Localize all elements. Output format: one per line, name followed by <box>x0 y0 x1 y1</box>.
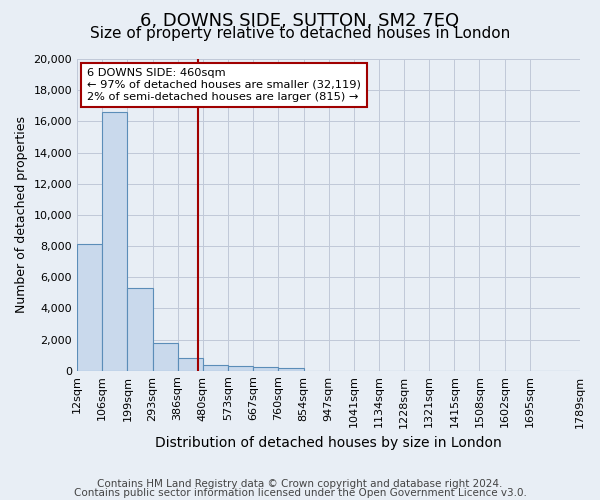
Text: 6, DOWNS SIDE, SUTTON, SM2 7EQ: 6, DOWNS SIDE, SUTTON, SM2 7EQ <box>140 12 460 30</box>
X-axis label: Distribution of detached houses by size in London: Distribution of detached houses by size … <box>155 436 502 450</box>
Bar <box>127 288 152 370</box>
Bar <box>77 244 103 370</box>
Bar <box>228 366 253 370</box>
Text: 6 DOWNS SIDE: 460sqm
← 97% of detached houses are smaller (32,119)
2% of semi-de: 6 DOWNS SIDE: 460sqm ← 97% of detached h… <box>87 68 361 102</box>
Y-axis label: Number of detached properties: Number of detached properties <box>15 116 28 314</box>
Bar <box>152 342 178 370</box>
Bar <box>253 367 278 370</box>
Text: Contains HM Land Registry data © Crown copyright and database right 2024.: Contains HM Land Registry data © Crown c… <box>97 479 503 489</box>
Text: Contains public sector information licensed under the Open Government Licence v3: Contains public sector information licen… <box>74 488 526 498</box>
Bar <box>203 365 228 370</box>
Bar <box>278 368 304 370</box>
Bar <box>103 112 127 370</box>
Text: Size of property relative to detached houses in London: Size of property relative to detached ho… <box>90 26 510 41</box>
Bar <box>178 358 203 370</box>
